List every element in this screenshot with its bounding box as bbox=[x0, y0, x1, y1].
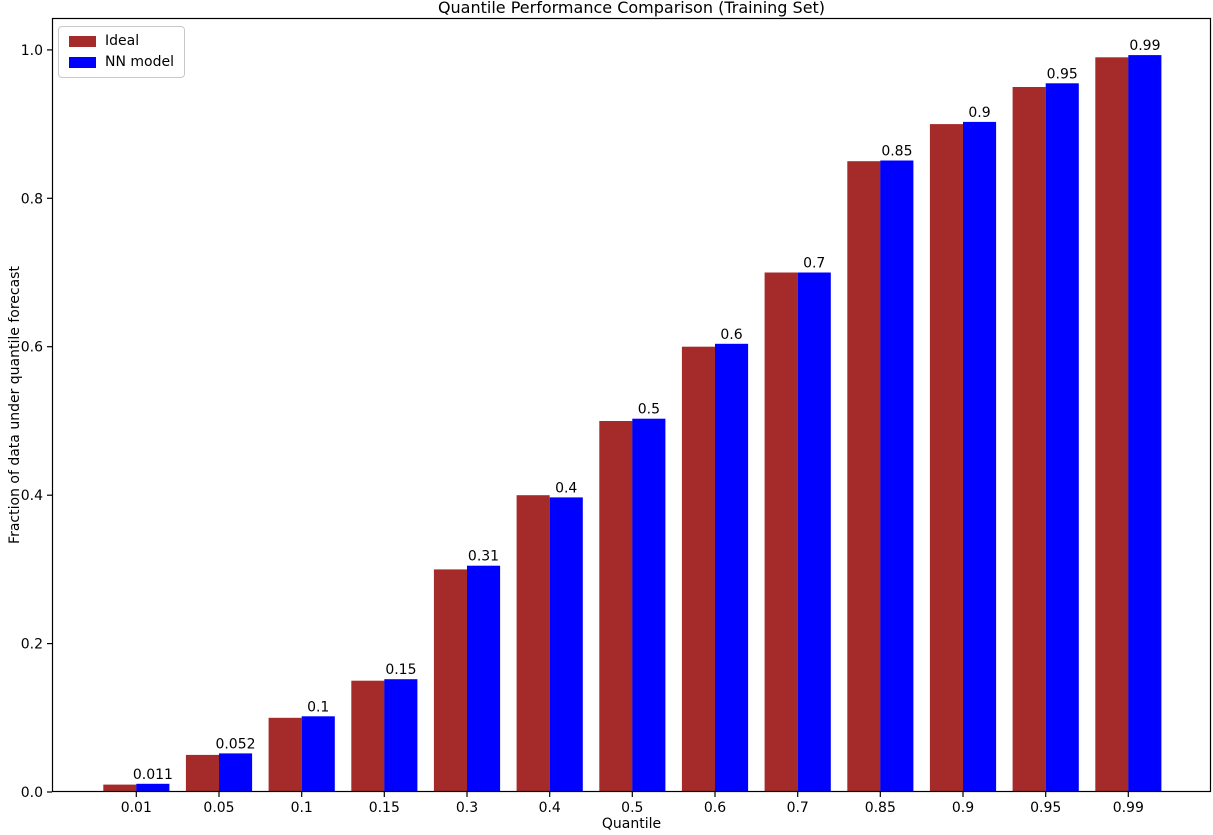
x-tick-label: 0.3 bbox=[456, 800, 478, 816]
x-tick-label: 0.7 bbox=[787, 800, 809, 816]
legend-label: NN model bbox=[105, 54, 174, 70]
bar-value-label: 0.15 bbox=[385, 662, 416, 678]
x-tick-label: 0.15 bbox=[369, 800, 400, 816]
bar-value-label: 0.5 bbox=[638, 402, 660, 418]
x-tick-label: 0.85 bbox=[865, 800, 896, 816]
bar-value-label: 0.31 bbox=[468, 549, 499, 565]
legend: Ideal NN model bbox=[58, 26, 185, 78]
bar-nn-model-0.15 bbox=[384, 679, 418, 792]
bar-ideal-0.7 bbox=[764, 272, 798, 792]
bar-ideal-0.6 bbox=[681, 346, 715, 792]
bar-value-label: 0.4 bbox=[555, 480, 577, 496]
x-tick-label: 0.4 bbox=[539, 800, 561, 816]
bar-nn-model-0.01 bbox=[136, 783, 170, 792]
legend-item-nn-model: NN model bbox=[69, 55, 174, 70]
legend-label: Ideal bbox=[105, 33, 140, 49]
bar-value-label: 0.9 bbox=[968, 105, 990, 121]
x-tick-label: 0.6 bbox=[704, 800, 726, 816]
bar-ideal-0.85 bbox=[847, 161, 881, 792]
bar-value-label: 0.011 bbox=[133, 767, 173, 783]
bar-nn-model-0.6 bbox=[715, 343, 749, 792]
bar-nn-model-0.5 bbox=[632, 418, 666, 792]
x-tick-label: 0.01 bbox=[121, 800, 152, 816]
bar-value-label: 0.85 bbox=[881, 144, 912, 160]
legend-swatch-icon bbox=[69, 36, 96, 47]
bar-ideal-0.9 bbox=[929, 124, 963, 793]
chart-title: Quantile Performance Comparison (Trainin… bbox=[437, 0, 826, 17]
legend-swatch-icon bbox=[69, 57, 96, 68]
bar-ideal-0.05 bbox=[185, 754, 219, 792]
axes-frame bbox=[51, 17, 1212, 793]
bar-nn-model-0.05 bbox=[219, 753, 253, 792]
x-tick-label: 0.9 bbox=[952, 800, 974, 816]
bar-nn-model-0.1 bbox=[301, 716, 335, 792]
bar-nn-model-0.99 bbox=[1128, 55, 1162, 793]
bar-ideal-0.5 bbox=[599, 421, 633, 792]
bar-value-label: 0.99 bbox=[1129, 38, 1160, 54]
bar-ideal-0.15 bbox=[351, 680, 385, 792]
y-tick-label: 0.6 bbox=[21, 340, 43, 356]
bar-value-label: 0.95 bbox=[1047, 66, 1078, 82]
bar-ideal-0.4 bbox=[516, 495, 550, 792]
y-tick-label: 0.0 bbox=[21, 785, 43, 801]
x-tick-label: 0.99 bbox=[1113, 800, 1144, 816]
y-tick-label: 0.2 bbox=[21, 637, 43, 653]
bar-nn-model-0.3 bbox=[467, 565, 501, 792]
x-tick-label: 0.05 bbox=[203, 800, 234, 816]
y-tick-label: 1.0 bbox=[21, 43, 43, 59]
x-tick-label: 0.5 bbox=[621, 800, 643, 816]
bar-nn-model-0.85 bbox=[880, 160, 914, 792]
bar-value-label: 0.1 bbox=[307, 699, 329, 715]
bar-value-label: 0.052 bbox=[215, 736, 255, 752]
bar-ideal-0.95 bbox=[1012, 87, 1046, 792]
bar-nn-model-0.95 bbox=[1045, 83, 1079, 793]
bar-nn-model-0.9 bbox=[963, 121, 997, 792]
x-axis-label: Quantile bbox=[601, 816, 662, 832]
y-axis-label: Fraction of data under quantile forecast bbox=[7, 266, 23, 544]
legend-item-ideal: Ideal bbox=[69, 34, 174, 49]
bar-nn-model-0.4 bbox=[549, 497, 583, 792]
bar-ideal-0.99 bbox=[1095, 57, 1129, 793]
y-tick-label: 0.4 bbox=[21, 488, 43, 504]
bar-ideal-0.1 bbox=[268, 717, 302, 792]
bar-value-label: 0.6 bbox=[720, 327, 742, 343]
bar-ideal-0.01 bbox=[103, 784, 137, 792]
bar-ideal-0.3 bbox=[433, 569, 467, 792]
x-tick-label: 0.95 bbox=[1030, 800, 1061, 816]
bar-value-label: 0.7 bbox=[803, 256, 825, 272]
y-tick-label: 0.8 bbox=[21, 191, 43, 207]
bar-nn-model-0.7 bbox=[797, 272, 831, 792]
x-tick-label: 0.1 bbox=[291, 800, 313, 816]
